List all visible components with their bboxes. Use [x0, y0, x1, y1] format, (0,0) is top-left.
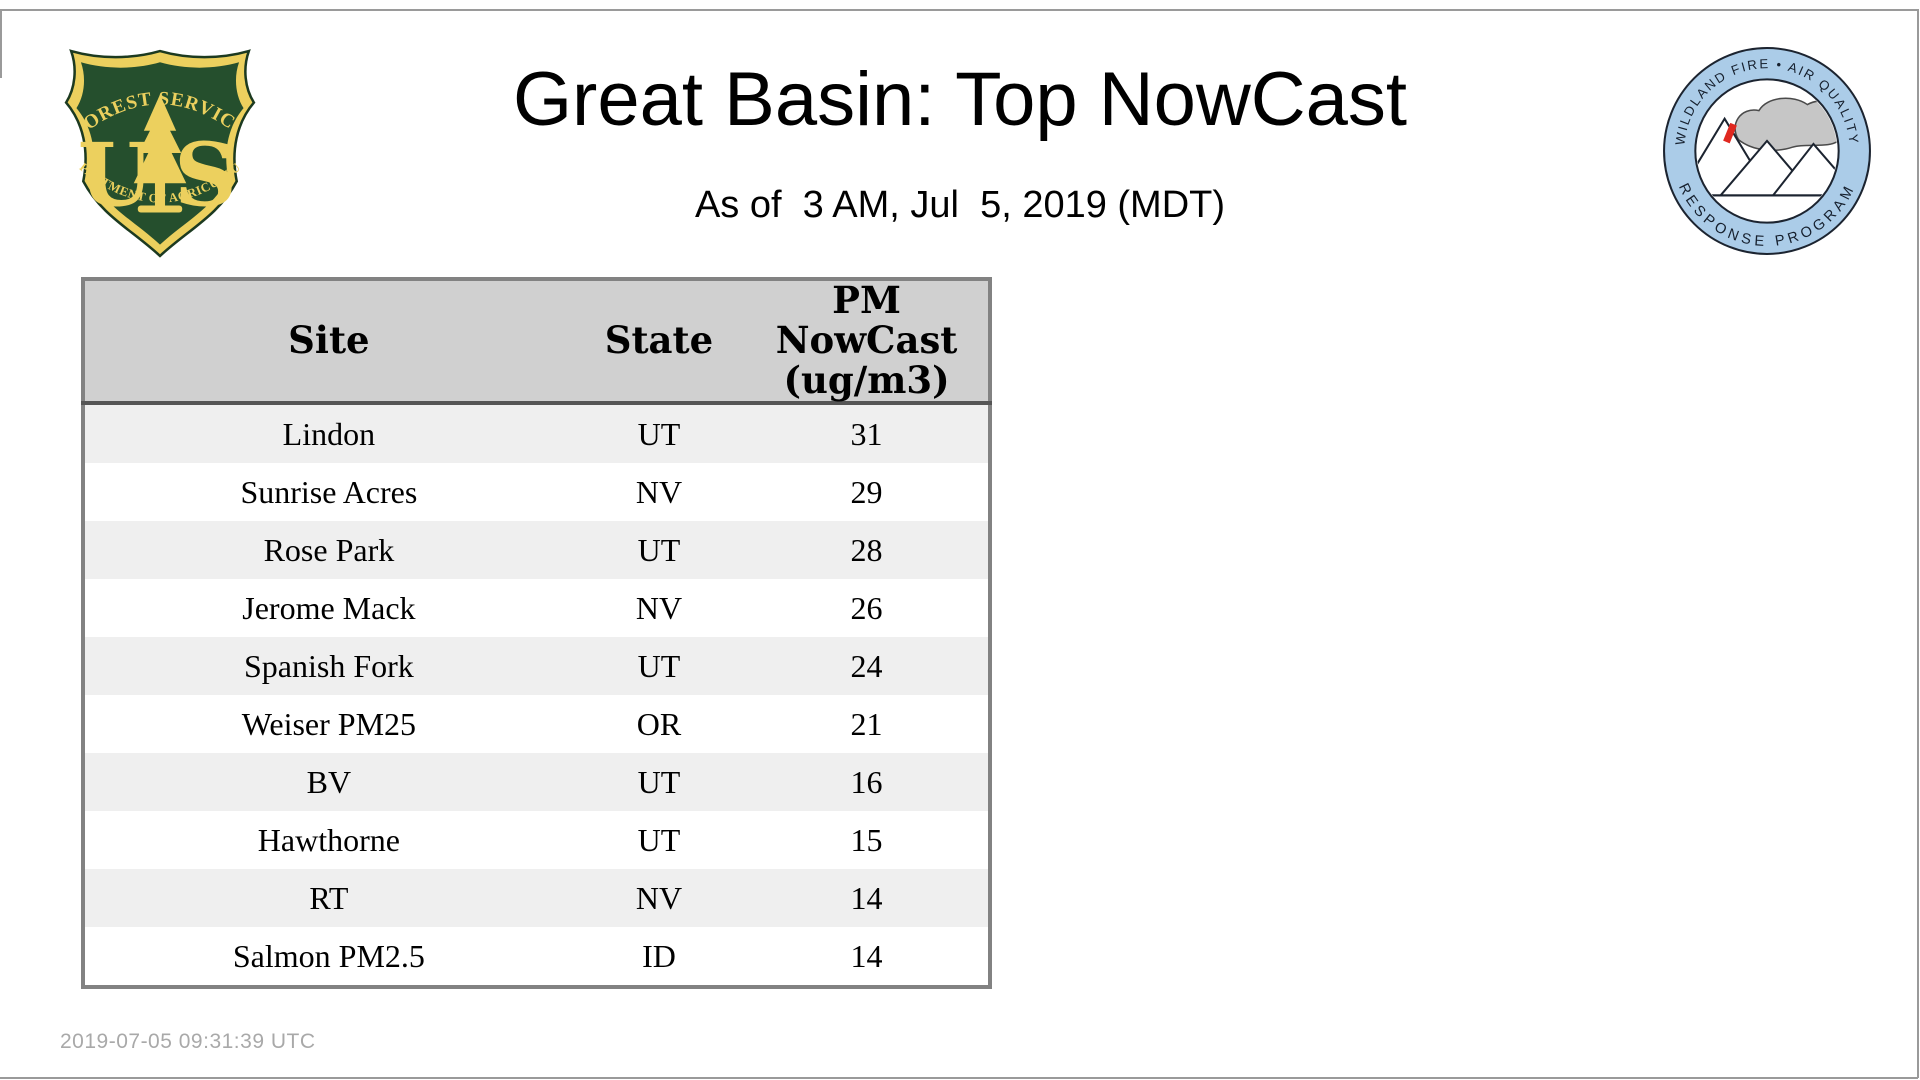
smoke-plume [1734, 97, 1838, 152]
table-row: BV UT 16 [83, 753, 990, 811]
table-row: Sunrise Acres NV 29 [83, 463, 990, 521]
table-row: Jerome Mack NV 26 [83, 579, 990, 637]
pm-value-cell: 14 [850, 937, 883, 974]
site-cell: Spanish Fork [243, 647, 414, 684]
pm-value-cell: 15 [850, 821, 883, 858]
state-cell: UT [637, 531, 681, 568]
page-title: Great Basin: Top NowCast [512, 57, 1408, 142]
pm-value-cell: 28 [850, 531, 883, 568]
table-row: RT NV 14 [83, 869, 990, 927]
table-row: Rose Park UT 28 [83, 521, 990, 579]
table-row: Lindon UT 31 [83, 403, 990, 463]
state-cell: UT [637, 647, 681, 684]
column-header-site: Site [83, 279, 573, 405]
pm-value-cell: 24 [850, 647, 883, 684]
page-subtitle: As of 3 AM, Jul 5, 2019 (MDT) [694, 184, 1226, 226]
table-header-row: Site State PM NowCast (ug/m3) [83, 279, 990, 405]
column-header-state: State [572, 279, 746, 405]
state-cell: UT [637, 763, 681, 800]
site-cell: Hawthorne [257, 821, 400, 858]
state-cell: OR [636, 705, 682, 742]
state-cell: UT [637, 415, 681, 452]
state-cell: NV [635, 473, 683, 510]
site-cell: Weiser PM25 [241, 705, 417, 742]
flame-mark [1723, 122, 1737, 144]
page-border-top [0, 9, 1918, 11]
pm-value-cell: 14 [850, 879, 883, 916]
pm-value-cell: 16 [850, 763, 883, 800]
pm-value-cell: 29 [850, 473, 883, 510]
forest-service-logo-icon: FOREST SERVICE U S DEPARTMENT OF AGRICUL… [58, 46, 256, 258]
page-border-right [1917, 9, 1919, 1078]
nowcast-table: Site State PM NowCast (ug/m3) Lindon UT 31… [81, 277, 992, 989]
wfaqrp-logo-icon: WILDLAND FIRE • AIR QUALITY RESPONSE PRO… [1663, 47, 1871, 255]
site-cell: Rose Park [263, 531, 395, 568]
page-border-bottom [0, 1077, 1918, 1079]
site-cell: Lindon [282, 415, 376, 452]
state-cell: NV [635, 589, 683, 626]
table-body: Lindon UT 31 Sunrise Acres NV 29 Rose Park UT 28… [83, 403, 990, 987]
pm-value-cell: 31 [850, 415, 883, 452]
state-cell: ID [642, 937, 676, 974]
site-cell: Sunrise Acres [240, 473, 418, 510]
pm-value-cell: 21 [850, 705, 883, 742]
generated-timestamp: 2019-07-05 09:31:39 UTC [60, 1030, 316, 1053]
site-cell: RT [309, 879, 349, 916]
monogram-s: S [174, 124, 237, 226]
table-row: Hawthorne UT 15 [83, 811, 990, 869]
state-cell: NV [635, 879, 683, 916]
site-cell: Jerome Mack [242, 589, 416, 626]
state-cell: UT [637, 821, 681, 858]
table-row: Salmon PM2.5 ID 14 [83, 927, 990, 987]
table-row: Weiser PM25 OR 21 [83, 695, 990, 753]
column-header-pm-nowcast: PM NowCast (ug/m3) [745, 279, 990, 405]
table-row: Spanish Fork UT 24 [83, 637, 990, 695]
site-cell: Salmon PM2.5 [232, 937, 425, 974]
pm-value-cell: 26 [850, 589, 883, 626]
pine-tree-icon [133, 94, 187, 213]
page-border-left [0, 9, 2, 78]
site-cell: BV [306, 763, 352, 800]
